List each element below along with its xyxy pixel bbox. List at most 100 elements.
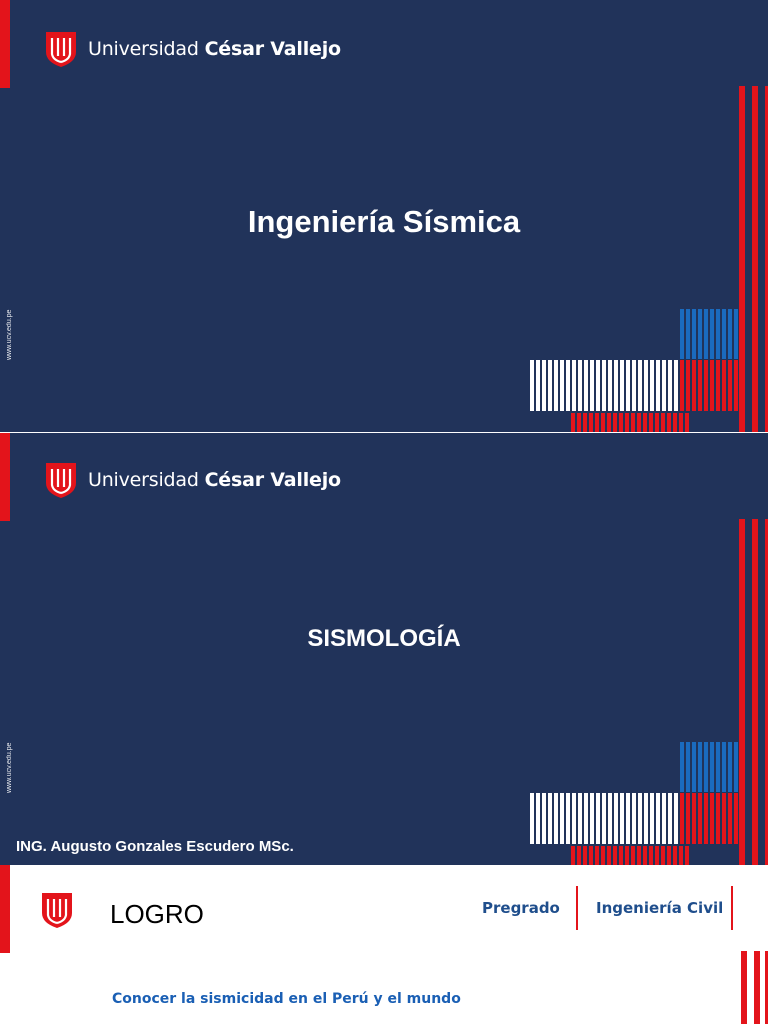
red-stripe <box>710 360 714 411</box>
red-edge-bar <box>0 865 10 953</box>
white-stripe <box>578 793 582 844</box>
slide-title: SISMOLOGÍA <box>307 625 461 652</box>
red-stripe <box>734 360 738 411</box>
blue-stripe <box>728 309 732 359</box>
tag-divider <box>731 886 733 930</box>
red-stripe-small <box>601 846 605 865</box>
red-vertical-stripe <box>765 951 768 1024</box>
white-stripe <box>614 360 618 411</box>
blue-stripe <box>716 309 720 359</box>
white-stripe <box>674 360 678 411</box>
blue-stripe <box>734 742 738 792</box>
white-stripe <box>644 793 648 844</box>
red-stripe-small <box>649 846 653 865</box>
blue-stripe <box>704 309 708 359</box>
white-stripe <box>602 360 606 411</box>
white-stripe <box>596 793 600 844</box>
white-stripe <box>566 793 570 844</box>
section-heading: LOGRO <box>110 899 204 929</box>
red-stripe <box>716 360 720 411</box>
white-stripe <box>590 793 594 844</box>
white-stripe <box>536 360 540 411</box>
red-stripe <box>698 360 702 411</box>
slide-cover: Universidad César Vallejo www.ucv.edu.pe… <box>0 0 768 432</box>
white-stripe <box>632 360 636 411</box>
red-vertical-stripe <box>765 519 768 865</box>
brand-header: Universidad César Vallejo <box>44 461 341 499</box>
blue-stripe <box>710 309 714 359</box>
blue-stripe <box>722 309 726 359</box>
blue-stripe <box>692 742 696 792</box>
red-vertical-stripe <box>741 951 747 1024</box>
red-stripe <box>698 793 702 844</box>
red-stripe-small <box>625 846 629 865</box>
stripe-decoration <box>530 519 768 865</box>
tag-pregrado: Pregrado <box>482 899 560 917</box>
white-stripe <box>650 793 654 844</box>
white-stripe <box>626 360 630 411</box>
red-stripe <box>686 793 690 844</box>
blue-stripe <box>710 742 714 792</box>
red-stripe-small <box>619 413 623 432</box>
white-stripe <box>614 793 618 844</box>
red-stripe <box>722 793 726 844</box>
red-stripe-small <box>571 413 575 432</box>
red-vertical-stripe <box>752 86 758 432</box>
ucv-shield-icon <box>46 463 76 498</box>
blue-stripe <box>698 742 702 792</box>
blue-stripe <box>704 742 708 792</box>
blue-stripe <box>686 742 690 792</box>
brand-header: Universidad César Vallejo <box>44 30 341 68</box>
blue-stripe <box>680 309 684 359</box>
red-stripe-small <box>583 413 587 432</box>
red-stripe-small <box>679 413 683 432</box>
white-stripe <box>602 793 606 844</box>
author-name: ING. Augusto Gonzales Escudero MSc. <box>16 838 294 855</box>
red-stripe <box>716 793 720 844</box>
red-stripe-small <box>637 413 641 432</box>
tag-ingenieria-civil: Ingeniería Civil <box>596 899 724 917</box>
red-stripe-small <box>631 846 635 865</box>
red-vertical-stripe <box>765 86 768 432</box>
red-vertical-stripe <box>754 951 760 1024</box>
white-stripe <box>620 793 624 844</box>
white-stripe <box>608 793 612 844</box>
red-stripe-small <box>595 413 599 432</box>
red-vertical-stripe <box>739 86 745 432</box>
red-stripe-small <box>661 413 665 432</box>
red-stripe-small <box>571 846 575 865</box>
white-stripe <box>542 793 546 844</box>
red-stripe-small <box>583 846 587 865</box>
white-stripe <box>638 793 642 844</box>
red-stripe-small <box>655 846 659 865</box>
red-stripe <box>704 793 708 844</box>
white-stripe <box>662 360 666 411</box>
red-stripe-small <box>577 413 581 432</box>
white-stripe <box>620 360 624 411</box>
white-stripe <box>656 360 660 411</box>
red-stripe <box>692 360 696 411</box>
white-stripe <box>668 360 672 411</box>
white-stripe <box>632 793 636 844</box>
red-stripe-small <box>643 413 647 432</box>
red-vertical-stripe <box>739 519 745 865</box>
red-stripe-small <box>595 846 599 865</box>
red-stripe-small <box>589 846 593 865</box>
white-stripe <box>656 793 660 844</box>
white-stripe <box>608 360 612 411</box>
white-stripe <box>548 360 552 411</box>
blue-stripe <box>734 309 738 359</box>
red-stripe-small <box>589 413 593 432</box>
white-stripe <box>638 360 642 411</box>
red-stripe <box>722 360 726 411</box>
ucv-shield-icon <box>42 893 72 928</box>
red-stripe <box>728 793 732 844</box>
white-stripe <box>548 793 552 844</box>
white-stripe <box>590 360 594 411</box>
white-stripe <box>554 360 558 411</box>
red-stripe-small <box>655 413 659 432</box>
blue-stripe <box>698 309 702 359</box>
red-stripe <box>680 360 684 411</box>
brand-name: Universidad César Vallejo <box>88 38 341 60</box>
blue-stripe <box>716 742 720 792</box>
